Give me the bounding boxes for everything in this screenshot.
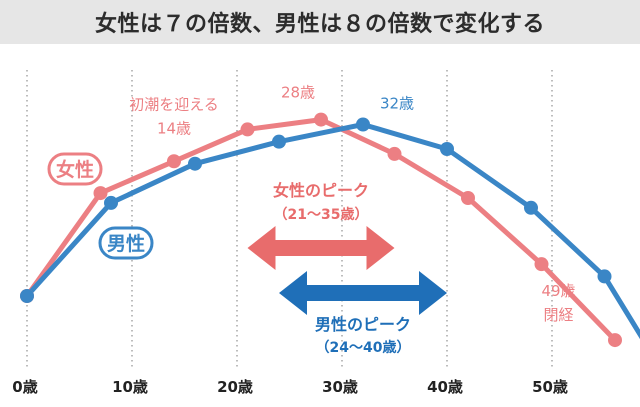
x-tick-label: 40歳 — [427, 378, 463, 396]
x-tick-label: 30歳 — [322, 378, 358, 396]
female-data-point — [93, 186, 108, 201]
female-data-point — [608, 333, 622, 348]
female-data-point — [314, 112, 328, 127]
x-tick-label: 10歳 — [112, 378, 148, 396]
male-peak-arrow — [279, 271, 447, 315]
male-data-point — [440, 142, 454, 156]
female-data-point — [534, 257, 549, 272]
point-layer — [20, 112, 622, 348]
female-data-point — [387, 146, 402, 161]
annotation-label: 28歳 — [281, 84, 315, 102]
legend-badge — [47, 152, 103, 186]
title-bar: 女性は７の倍数、男性は８の倍数で変化する — [0, 0, 640, 44]
male-data-point — [524, 200, 538, 215]
x-tick-label: 0歳 — [12, 378, 37, 396]
range-label: 女性のピーク — [273, 181, 369, 200]
annotation-label: 14歳 — [157, 119, 191, 137]
annotation-label: 49歳 — [541, 282, 575, 300]
annotation-label: 初潮を迎える — [129, 95, 219, 113]
female-peak-arrow — [247, 226, 395, 270]
range-sublabel: （21〜35歳） — [274, 206, 369, 223]
male-data-point — [356, 117, 370, 132]
x-tick-label: 20歳 — [217, 378, 253, 396]
legend-label: 女性 — [56, 158, 94, 181]
male-data-point — [188, 156, 202, 171]
range-label: 男性のピーク — [315, 315, 411, 334]
range-sublabel: （24〜40歳） — [316, 339, 411, 356]
legend-badge — [98, 226, 154, 260]
legend-label: 男性 — [107, 232, 145, 255]
arrow-layer — [247, 226, 447, 315]
female-data-point — [461, 191, 475, 205]
chart-title: 女性は７の倍数、男性は８の倍数で変化する — [94, 12, 545, 37]
x-tick-label: 50歳 — [532, 378, 568, 396]
text-layer: 0歳 10歳 20歳 30歳 40歳 50歳 女性のピーク （21〜35歳） 男性のピーク （24… — [12, 84, 575, 396]
female-data-point — [240, 122, 255, 137]
annotation-label: 32歳 — [380, 95, 414, 113]
male-data-point — [20, 289, 34, 303]
female-data-point — [167, 154, 181, 169]
male-data-point — [272, 134, 286, 149]
male-data-point — [104, 195, 118, 210]
male-data-point — [597, 269, 612, 284]
annotation-label: 閉経 — [543, 306, 573, 324]
